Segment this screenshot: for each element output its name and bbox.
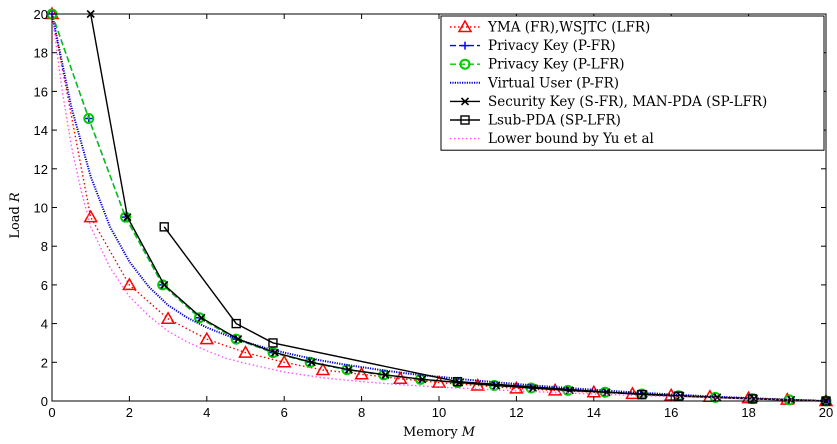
series-5-point-9 [381,370,390,379]
series-6-point-5 [637,389,647,400]
x-tick-label-11: 20 [819,405,833,420]
series-6-point-2 [231,318,241,329]
y-tick-label-4: 6 [41,278,48,293]
legend-entry-1: YMA (FR),WSJTC (LFR) [450,19,650,36]
x-axis-label: Memory M [403,425,476,440]
series-7 [51,13,827,402]
series-5-point-12 [492,381,501,390]
legend-entry-2: Privacy Key (P-FR) [450,38,616,54]
x-tick-label-9: 16 [664,405,678,420]
legend-marker-6 [460,115,470,125]
series-5-point-7 [307,358,316,367]
series-1-point-8 [315,362,331,376]
legend-entry-3: Privacy Key (P-LFR) [450,57,625,73]
series-5-point-2 [123,213,132,222]
series-3-point-4 [157,279,169,291]
legend-entry-5: Security Key (S-FR), MAN-PDA (SP-LFR) [450,94,767,110]
series-3-point-2 [83,112,95,124]
axes: 0 2 4 6 8 10 12 14 16 18 20 0 2 4 6 8 10 12 14 16 18 20 [34,7,834,420]
x-tick-label-6: 10 [432,405,446,420]
series-4 [51,13,827,402]
series-layer [44,6,834,407]
series-5-point-8 [344,365,353,374]
x-tick-label-3: 4 [203,405,210,420]
series-6-point-6 [673,391,684,401]
legend-marker-3 [459,58,471,70]
y-tick-label-5: 8 [41,239,48,254]
legend-label-3: Privacy Key (P-LFR) [488,57,625,73]
series-1-point-6 [238,345,253,358]
series-1-point-9 [354,366,369,380]
series-3-point-3 [120,211,132,223]
legend-marker-2 [461,41,469,50]
series-5-point-10 [418,375,427,384]
y-tick-label-2: 2 [41,355,48,370]
y-tick-label-10: 18 [34,46,48,61]
x-tick-label-10: 18 [741,405,755,420]
x-tick-label-8: 14 [587,405,601,420]
series-1-point-4 [160,311,176,325]
x-axis-variable: M [461,425,476,440]
series-6-point-4 [452,376,463,387]
y-tick-label-6: 10 [34,201,48,216]
legend-entry-6: Lsub-PDA (SP-LFR) [450,113,621,129]
series-6-point-1 [159,222,169,232]
series-1-point-10 [393,371,408,384]
series-5-point-13 [528,383,538,393]
legend-box [440,15,825,151]
series-1-point-7 [276,354,292,368]
series-1-point-2 [83,209,98,223]
y-tick-label-9: 16 [34,84,48,99]
legend-marker-5 [460,97,470,106]
series-5-point-6 [270,348,279,357]
y-tick-label-11: 20 [34,7,48,22]
series-6-point-3 [268,338,278,348]
y-tick-label-7: 12 [34,162,48,177]
legend-label-4: Virtual User (P-FR) [487,75,619,91]
series-5-point-3 [160,280,169,289]
series-line-7 [51,13,827,402]
legend-label-2: Privacy Key (P-FR) [488,38,616,54]
y-tick-label-1: 0 [41,394,48,409]
series-5-point-5 [234,335,243,344]
series-1-point-5 [199,331,215,345]
y-axis-variable: R [8,192,23,203]
legend: YMA (FR),WSJTC (LFR) Privacy Key (P-FR) Pr… [440,15,825,151]
legend-label-1: YMA (FR),WSJTC (LFR) [487,20,650,36]
legend-entry-4: Virtual User (P-FR) [450,75,619,91]
series-3-point-6 [230,333,242,345]
y-tick-label-8: 14 [34,123,48,138]
legend-label-7: Lower bound by Yu et al [488,131,654,147]
x-tick-label-5: 8 [358,405,365,420]
y-tick-label-3: 4 [41,317,48,332]
x-tick-label-7: 12 [509,405,523,420]
series-line-1 [51,13,827,402]
legend-label-6: Lsub-PDA (SP-LFR) [488,113,621,129]
legend-marker-1 [457,19,473,33]
x-tick-label-4: 6 [281,405,288,420]
legend-entry-7: Lower bound by Yu et al [450,131,654,147]
y-axis-label: LoadR [8,192,23,239]
series-1-point-3 [122,277,137,291]
legend-label-5: Security Key (S-FR), MAN-PDA (SP-LFR) [488,94,767,110]
x-tick-label-2: 2 [126,405,133,420]
series-3-point-5 [193,312,205,324]
series-5-point-4 [197,313,206,322]
series-line-4 [51,13,827,402]
x-tick-label-1: 0 [48,405,55,420]
